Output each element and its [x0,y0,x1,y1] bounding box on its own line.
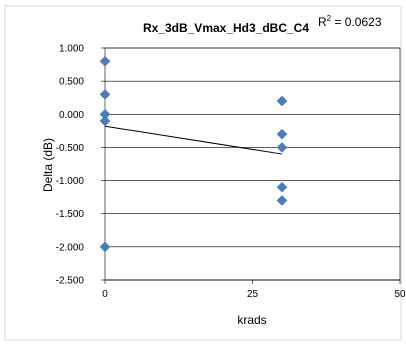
chart-title: Rx_3dB_Vmax_Hd3_dBC_C4 [143,21,309,35]
trendline [104,125,283,155]
data-point [276,181,288,193]
r-squared-value: = 0.0623 [331,15,382,29]
data-points [99,55,288,253]
x-axis-title: krads [237,313,266,327]
x-axis-ticks: 0 25 50 [102,280,406,300]
y-tick-label: 0.000 [59,110,84,121]
y-tick-label: 1.000 [59,44,84,55]
chart-area-border [4,5,402,341]
y-tick-label: -1.500 [56,209,85,220]
x-tick-label: 0 [102,289,108,300]
x-tick-label: 25 [247,289,259,300]
r-squared-exponent: 2 [327,14,332,23]
data-point [99,89,111,100]
y-axis-title: Delta (dB) [41,138,55,192]
y-tick-label: -2.000 [56,242,85,253]
data-point [276,95,288,107]
data-point [99,55,111,67]
y-tick-label: -1.000 [56,176,85,187]
y-tick-label: 0.500 [59,77,84,88]
y-tick-label: -2.500 [56,276,85,287]
data-point [276,195,288,206]
r-squared-r: R [318,15,327,29]
data-point [99,115,111,127]
y-tick-label: -0.500 [56,143,85,154]
y-axis-ticks: 1.000 0.500 0.000 -0.500 -1.000 -1.500 -2.000 -… [56,44,105,287]
gridlines [105,47,400,281]
data-point [276,142,288,153]
x-tick-label: 50 [394,289,406,300]
data-point [276,128,288,140]
data-point [99,241,111,253]
r-squared-label: R2 = 0.0623 [318,14,382,29]
